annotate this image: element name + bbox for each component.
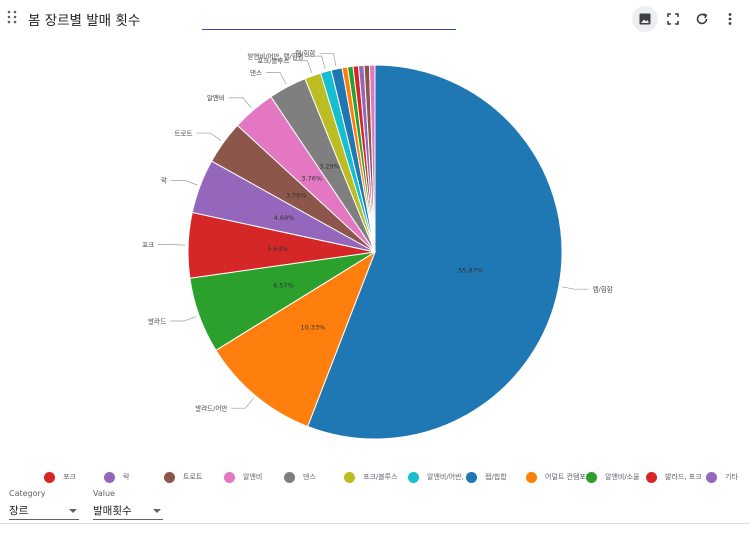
legend-label: 포크/블루스 [363, 473, 398, 481]
pie-slice[interactable] [306, 64, 563, 440]
slice-leader-line [319, 52, 337, 67]
slice-category-label: 알앤비/어반, 랩/힙합 [247, 51, 303, 60]
legend-label: 알앤비/소울 [605, 473, 640, 481]
slice-leader-line [265, 72, 287, 85]
legend-swatch [466, 471, 477, 483]
legend-label: 락 [123, 473, 130, 481]
value-value: 발매횟수 [93, 505, 132, 517]
refresh-icon [696, 13, 708, 25]
legend-label: 댄스 [303, 473, 316, 481]
pie-slice[interactable] [215, 250, 377, 428]
legend-item[interactable]: 알앤비 [224, 470, 262, 484]
more-button[interactable] [717, 6, 743, 32]
chart-title: 봄 장르별 발매 횟수 [28, 13, 141, 29]
legend-swatch [224, 471, 235, 483]
legend-label: 발라드, 포크 [665, 473, 702, 481]
legend-item[interactable]: 알앤비/어반, 랩/힙합 [408, 470, 471, 484]
legend-swatch [164, 471, 175, 483]
slice-category-label: 락 [161, 177, 167, 185]
legend-label: 어덜트 컨템포러리 [545, 473, 591, 481]
legend-item[interactable]: 발라드, 포크 [646, 470, 702, 484]
legend-label: 기타 [725, 473, 738, 481]
pie-chart: 55.87% 랩/힙합 10.33% 발라드/어반 6.57% 발라드 5.63% 포크 4.6… [142, 49, 613, 440]
fullscreen-button[interactable] [660, 6, 686, 32]
value-control: Value 발매횟수 [93, 489, 163, 520]
slice-category-label: 트로트 [175, 129, 193, 137]
legend-swatch [284, 471, 295, 483]
slice-leader-line [293, 60, 313, 73]
slice-value-label: 3.29% [319, 163, 340, 171]
legend-swatch [586, 471, 597, 483]
legend-item[interactable]: 랩/힙합 [466, 470, 507, 484]
legend-label: 포크 [63, 473, 76, 481]
slice-value-label: 3.76% [286, 192, 307, 200]
slice-leader-line [171, 180, 198, 186]
slice-category-label: 랩/힙합 [593, 284, 613, 293]
slice-category-label: 발라드 [148, 316, 166, 325]
category-value: 장르 [9, 505, 29, 517]
header-divider [202, 29, 456, 30]
image-icon [639, 13, 651, 25]
slice-category-label: 포크/블루스 [257, 57, 289, 65]
legend-item[interactable]: 포크 [44, 470, 76, 484]
slice-leader-line [228, 97, 252, 108]
legend-item[interactable]: 댄스 [284, 470, 316, 484]
slice-value-label: 4.69% [274, 214, 295, 222]
image-button[interactable] [632, 6, 658, 32]
legend-swatch [706, 471, 717, 483]
slice-category-label: 랩/힙합 [295, 49, 315, 58]
legend-label: 알앤비/어반, 랩/힙합 [427, 473, 471, 481]
value-select[interactable]: 발매횟수 [93, 502, 163, 520]
legend-swatch [646, 471, 657, 483]
slice-category-label: 발라드/어반 [195, 403, 227, 412]
legend-item[interactable]: 어덜트 컨템포러리 [526, 470, 591, 484]
legend-item[interactable]: 락 [104, 470, 129, 484]
legend-swatch [104, 471, 115, 483]
more-vert-icon [728, 13, 732, 25]
legend-swatch [526, 471, 537, 483]
legend-label: 알앤비 [243, 473, 263, 481]
legend-swatch [408, 471, 419, 483]
refresh-button[interactable] [689, 6, 715, 32]
slice-value-label: 10.33% [300, 323, 325, 331]
bottom-divider [0, 523, 750, 524]
slice-leader-line [307, 55, 326, 69]
slice-leader-line [170, 316, 197, 322]
slice-value-label: 5.63% [267, 245, 288, 253]
chevron-down-icon [69, 508, 77, 513]
slice-leader-line [231, 397, 254, 409]
category-select[interactable]: 장르 [9, 502, 79, 520]
pie-slice[interactable] [368, 64, 376, 253]
legend-swatch [44, 471, 55, 483]
slice-value-label: 55.87% [458, 266, 483, 274]
legend-item[interactable]: 포크/블루스 [344, 470, 398, 484]
category-control: Category 장르 [9, 489, 79, 520]
legend-label: 랩/힙합 [485, 473, 507, 481]
slice-category-label: 알앤비 [207, 93, 225, 102]
slice-category-label: 댄스 [250, 68, 262, 77]
fullscreen-icon [667, 13, 679, 25]
value-label: Value [93, 489, 115, 498]
legend-swatch [344, 471, 355, 483]
legend-item[interactable]: 알앤비/소울 [586, 470, 640, 484]
slice-leader-line [196, 132, 222, 141]
category-label: Category [9, 489, 46, 498]
slice-value-label: 6.57% [273, 282, 294, 290]
legend-item[interactable]: 트로트 [164, 470, 202, 484]
drag-handle-icon[interactable] [7, 10, 17, 24]
slice-leader-line [561, 286, 589, 290]
chevron-down-icon [153, 508, 161, 513]
slice-value-label: 3.76% [301, 175, 322, 183]
card-header: 봄 장르별 발매 횟수 [0, 0, 750, 38]
legend-label: 트로트 [183, 473, 203, 481]
legend-item[interactable]: 기타 [706, 470, 738, 484]
slice-category-label: 포크 [142, 241, 154, 249]
